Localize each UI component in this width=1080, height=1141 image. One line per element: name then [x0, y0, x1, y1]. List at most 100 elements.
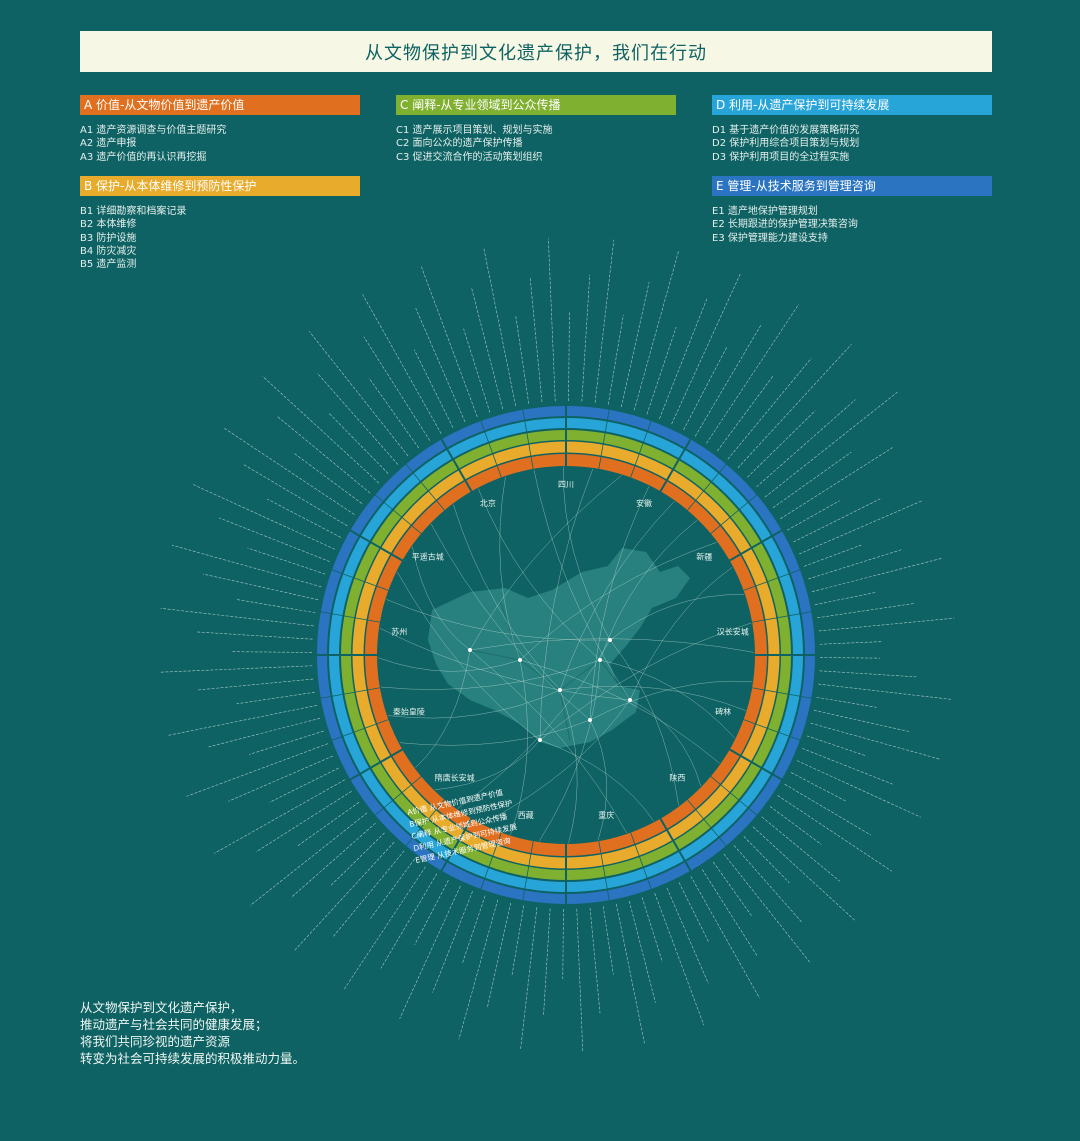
- project-ray: [363, 336, 431, 441]
- project-ray: [810, 722, 941, 760]
- connection-line: [539, 739, 654, 822]
- project-ray: [717, 375, 774, 452]
- project-ray: [333, 850, 405, 937]
- ring-segment-divider: [480, 831, 503, 891]
- project-ray: [269, 767, 339, 803]
- category-b-header: B 保护-从本体维修到预防性保护: [80, 176, 360, 196]
- ring-segment-divider: [598, 408, 610, 470]
- connection-line: [589, 719, 607, 841]
- project-ray: [543, 908, 551, 1016]
- category-c-header: C 阐释-从专业领域到公众传播: [396, 95, 676, 115]
- site-dot: [608, 638, 612, 642]
- category-a-panel: A 价值-从文物价值到遗产价值 A1 遗产资源调查与价值主题研究 A2 遗产申报…: [80, 95, 360, 164]
- project-ray: [343, 866, 426, 990]
- project-ray: [756, 399, 856, 488]
- project-ray: [666, 887, 709, 984]
- project-ray: [167, 705, 318, 736]
- connection-line: [533, 469, 631, 701]
- project-ray: [694, 324, 762, 437]
- project-ray: [247, 547, 326, 575]
- project-ray: [486, 902, 512, 1009]
- connection-line: [539, 659, 601, 842]
- connection-line: [559, 501, 675, 691]
- ring-segment-divider: [742, 718, 802, 741]
- project-ray: [581, 274, 591, 402]
- project-ray: [243, 464, 348, 527]
- connection-line: [386, 599, 611, 641]
- inner-place-label: 新疆: [696, 552, 712, 562]
- project-ray: [267, 498, 341, 538]
- project-ray: [294, 453, 363, 504]
- project-ray: [276, 415, 371, 494]
- connection-line: [469, 475, 622, 651]
- ring-segment-divider: [709, 493, 758, 535]
- ring-segment-divider: [728, 748, 784, 781]
- connection-line: [599, 659, 735, 739]
- connection-line: [629, 699, 702, 787]
- category-d-item: D3 保护利用项目的全过程实施: [712, 151, 850, 163]
- project-ray: [723, 853, 811, 964]
- project-ray: [562, 908, 564, 979]
- category-rings: [316, 405, 816, 905]
- closing-line: 推动遗产与社会共同的健康发展；: [80, 1017, 268, 1032]
- category-c-item: C2 面向公众的遗产保护传播: [396, 138, 523, 150]
- connection-line: [589, 680, 753, 721]
- connection-line: [388, 689, 561, 719]
- project-ray: [817, 602, 916, 619]
- project-ray: [777, 795, 892, 872]
- ring-segment-divider: [629, 831, 652, 891]
- project-ray: [818, 617, 955, 632]
- ring-segment-divider: [598, 840, 610, 902]
- closing-line: 从文物保护到文化遗产保护，: [80, 1000, 243, 1015]
- project-ray: [213, 779, 345, 854]
- connection-line: [539, 468, 594, 741]
- category-e-panel: E 管理-从技术服务到管理咨询 E1 遗产地保护管理规划 E2 长期跟进的保护管…: [712, 176, 992, 245]
- project-ray: [414, 880, 449, 945]
- project-ray: [654, 892, 705, 1026]
- project-ray: [415, 308, 466, 423]
- ring-segment-divider: [480, 419, 503, 479]
- connection-line: [609, 594, 744, 641]
- project-ray: [380, 873, 438, 969]
- connection-line: [377, 657, 521, 672]
- project-ray: [633, 251, 679, 411]
- china-map-shape: [428, 548, 690, 748]
- ring-segment-divider: [404, 463, 446, 512]
- connection-line: [559, 685, 746, 711]
- category-e-header: E 管理-从技术服务到管理咨询: [712, 176, 992, 196]
- project-ray: [296, 801, 360, 847]
- inner-place-label: 重庆: [598, 810, 614, 820]
- site-dot: [538, 738, 542, 742]
- inner-place-label: 隋唐长安城: [435, 773, 475, 783]
- project-ray: [309, 331, 409, 457]
- project-ray: [293, 841, 395, 952]
- project-ray: [819, 670, 917, 678]
- project-ray: [802, 748, 895, 786]
- project-ray: [291, 822, 376, 898]
- connection-line: [397, 571, 541, 741]
- project-ray: [197, 678, 314, 691]
- project-ray: [806, 735, 866, 756]
- connection-line: [482, 699, 631, 824]
- project-ray: [620, 282, 650, 408]
- inner-place-label: 平遥古城: [412, 552, 444, 562]
- project-ray: [796, 760, 921, 818]
- category-b-item: B2 本体维修: [80, 219, 137, 231]
- project-ray: [769, 806, 822, 845]
- site-dot: [598, 658, 602, 662]
- category-a-item: A2 遗产申报: [80, 138, 137, 150]
- inner-place-label: 碑林: [715, 707, 731, 717]
- project-ray: [816, 696, 877, 708]
- connection-line: [563, 467, 611, 641]
- project-ray: [232, 651, 313, 653]
- project-ray: [171, 544, 322, 588]
- project-ray: [791, 772, 848, 802]
- project-ray: [368, 377, 420, 449]
- ring-segment-divider: [404, 798, 446, 847]
- project-ray: [678, 882, 710, 943]
- project-ray: [752, 826, 855, 921]
- project-ray: [511, 905, 525, 976]
- project-ray: [747, 410, 816, 478]
- project-ray: [616, 903, 645, 1044]
- project-ray: [413, 349, 454, 428]
